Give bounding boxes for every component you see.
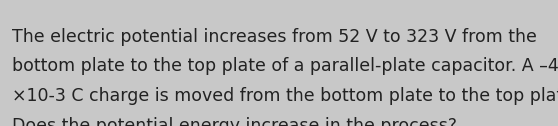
Text: Does the potential energy increase in the process?: Does the potential energy increase in th… (12, 117, 457, 126)
Text: ×10-3 C charge is moved from the bottom plate to the top plate.: ×10-3 C charge is moved from the bottom … (12, 87, 558, 105)
Text: The electric potential increases from 52 V to 323 V from the: The electric potential increases from 52… (12, 28, 537, 46)
Text: bottom plate to the top plate of a parallel-plate capacitor. A –4: bottom plate to the top plate of a paral… (12, 57, 558, 75)
